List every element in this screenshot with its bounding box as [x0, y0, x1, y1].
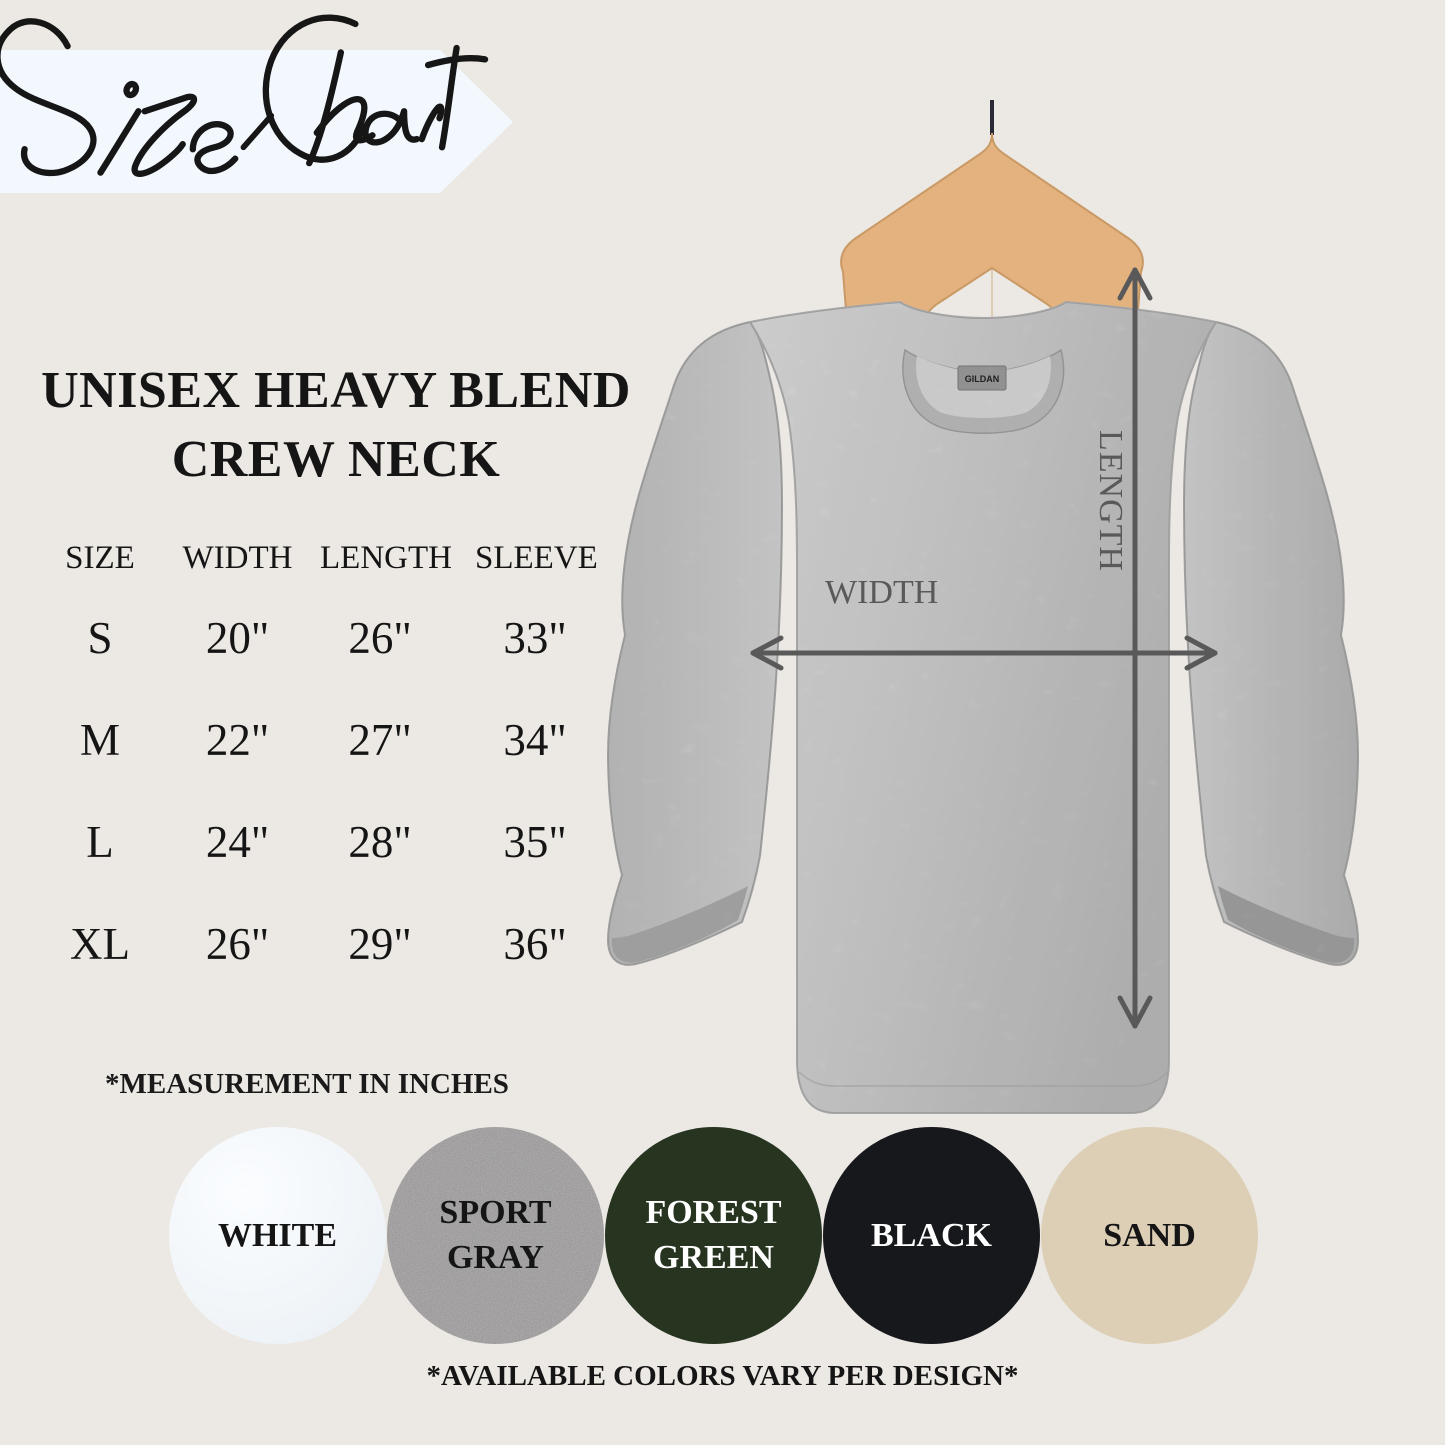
svg-text:WIDTH: WIDTH — [825, 574, 938, 611]
svg-text:LENGTH: LENGTH — [1092, 430, 1129, 572]
